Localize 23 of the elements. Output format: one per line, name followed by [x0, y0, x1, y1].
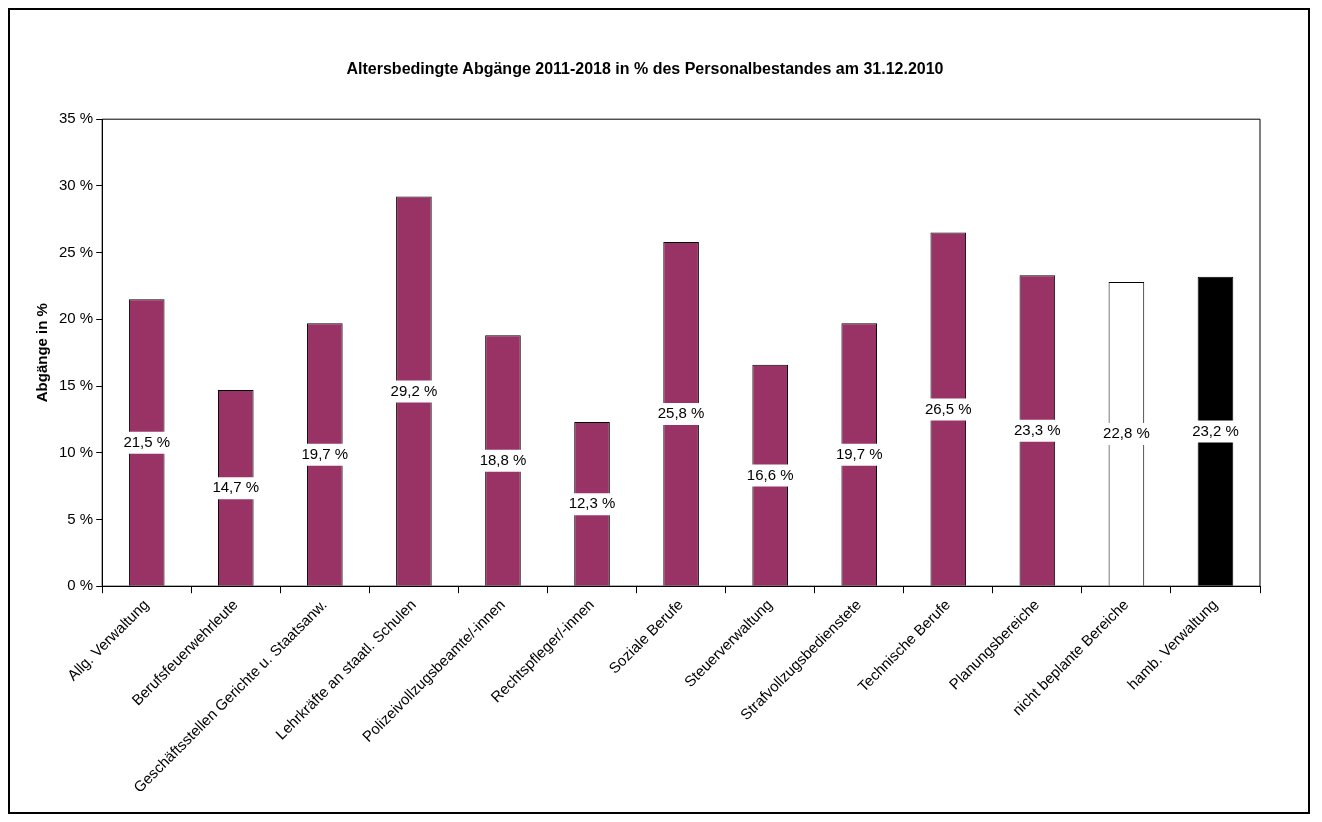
data-label: 18,8 % — [479, 450, 527, 468]
data-label: 29,2 % — [390, 381, 438, 399]
data-label: 22,8 % — [1103, 424, 1150, 442]
data-label: 16,6 % — [746, 465, 794, 483]
data-label: 21,5 % — [123, 432, 171, 450]
y-tick-label: 10 % — [58, 442, 94, 460]
data-label: 12,3 % — [568, 494, 616, 512]
y-tick-label: 35 % — [58, 109, 94, 127]
data-label: 19,7 % — [835, 444, 883, 462]
y-tick-label: 0 % — [67, 576, 94, 594]
data-label: 23,2 % — [1192, 421, 1239, 439]
data-label: 23,3 % — [1013, 420, 1061, 438]
chart-title: Altersbedingte Abgänge 2011-2018 in % des Personalbestandes am 31.12.2010 — [346, 60, 944, 78]
y-tick-label: 25 % — [58, 242, 94, 260]
y-tick-label: 30 % — [58, 176, 94, 194]
y-tick-label: 15 % — [58, 376, 94, 394]
y-axis-title: Abgänge in % — [33, 303, 51, 403]
data-label: 14,7 % — [212, 478, 260, 496]
y-tick-label: 5 % — [67, 509, 94, 527]
data-label: 19,7 % — [301, 444, 349, 462]
data-label: 25,8 % — [657, 404, 705, 422]
y-tick-label: 20 % — [58, 309, 94, 327]
data-label: 26,5 % — [924, 399, 972, 417]
